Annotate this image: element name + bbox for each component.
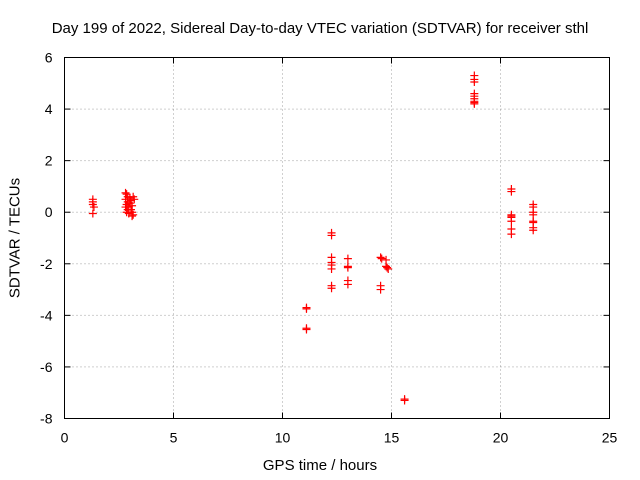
y-tick-label: -2 bbox=[40, 256, 53, 272]
grid-lines bbox=[64, 57, 610, 419]
data-point-marker bbox=[129, 210, 138, 219]
data-point-marker bbox=[124, 203, 133, 212]
data-point-marker bbox=[377, 254, 386, 263]
data-point-marker bbox=[470, 77, 479, 86]
data-point-marker bbox=[529, 226, 538, 235]
data-point-marker bbox=[400, 396, 409, 405]
y-tick-label: 4 bbox=[45, 101, 53, 117]
data-point-marker bbox=[327, 284, 336, 293]
x-tick-label: 5 bbox=[170, 430, 178, 446]
y-tick-label: -4 bbox=[40, 307, 53, 323]
y-tick-label: 6 bbox=[45, 50, 53, 66]
chart-title: Day 199 of 2022, Sidereal Day-to-day VTE… bbox=[51, 20, 589, 37]
y-tick-label: -8 bbox=[40, 411, 53, 427]
data-point-marker bbox=[129, 192, 138, 201]
plot-frame bbox=[64, 57, 610, 419]
data-point-marker bbox=[343, 280, 352, 289]
x-tick-label: 10 bbox=[275, 430, 291, 446]
data-point-marker bbox=[302, 325, 311, 334]
x-tick-label: 0 bbox=[61, 430, 69, 446]
data-points bbox=[88, 71, 538, 405]
x-tick-label: 25 bbox=[602, 430, 618, 446]
data-point-marker bbox=[507, 230, 516, 239]
data-point-marker bbox=[343, 263, 352, 272]
data-point-marker bbox=[376, 253, 385, 262]
data-point-marker bbox=[376, 285, 385, 294]
y-tick-label: 2 bbox=[45, 153, 53, 169]
x-axis-label: GPS time / hours bbox=[262, 457, 378, 474]
y-tick-label: -6 bbox=[40, 359, 53, 375]
y-tick-label: 0 bbox=[45, 204, 53, 220]
axis-ticks: 0 5 10 15 20 25 -8 -6 -4 -2 0 2 4 6 bbox=[40, 50, 617, 446]
data-point-marker bbox=[507, 217, 516, 226]
data-point-marker bbox=[89, 203, 98, 212]
data-point-marker bbox=[327, 264, 336, 273]
data-point-marker bbox=[128, 212, 137, 221]
data-point-marker bbox=[302, 304, 311, 313]
data-point-marker bbox=[88, 209, 97, 218]
data-point-marker bbox=[384, 264, 393, 273]
data-point-marker bbox=[470, 99, 479, 108]
data-point-marker bbox=[343, 254, 352, 263]
x-tick-label: 15 bbox=[384, 430, 400, 446]
x-tick-label: 20 bbox=[493, 430, 509, 446]
data-point-marker bbox=[383, 263, 392, 272]
data-point-marker bbox=[507, 187, 516, 196]
data-point-marker bbox=[327, 231, 336, 240]
